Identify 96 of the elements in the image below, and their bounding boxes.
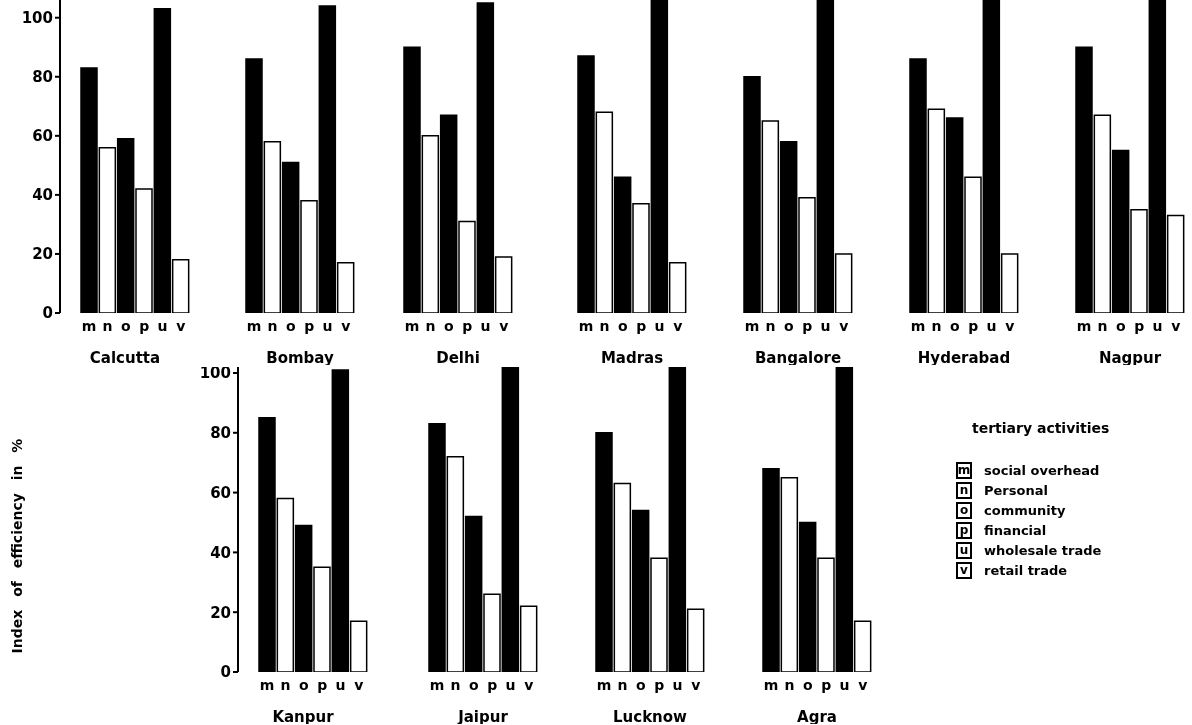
x-tick-label: p: [304, 317, 315, 334]
x-tick-label: o: [299, 676, 310, 693]
text: tertiary activities: [972, 420, 1111, 436]
x-tick-label: p: [317, 676, 328, 693]
x-tick-label: v: [691, 676, 701, 693]
x-tick-label: p: [968, 317, 979, 334]
category-label: u: [956, 541, 972, 559]
y-tick-label: 100: [199, 364, 231, 383]
x-tick-label: u: [672, 676, 683, 693]
x-tick-label: m: [763, 676, 779, 693]
x-tick-label: o: [469, 676, 480, 693]
x-tick-label: p: [462, 317, 473, 334]
x-tick-label: u: [505, 676, 516, 693]
text: retail trade: [984, 562, 1068, 578]
y-tick-label: 100: [21, 9, 53, 28]
x-tick-label: m: [246, 317, 262, 334]
x-tick-label: n: [450, 676, 461, 693]
category-label: m: [956, 461, 972, 479]
x-tick-label: p: [802, 317, 813, 334]
x-tick-label: o: [618, 317, 629, 334]
x-tick-label: p: [654, 676, 665, 693]
x-tick-label: n: [931, 317, 942, 334]
x-tick-label: v: [341, 317, 351, 334]
x-tick-label: n: [267, 317, 278, 334]
x-tick-label: p: [139, 317, 150, 334]
x-tick-label: n: [617, 676, 628, 693]
y-tick-label: 0: [220, 663, 231, 682]
x-tick-label: o: [121, 317, 132, 334]
x-tick-label: v: [1171, 317, 1181, 334]
x-tick-label: u: [1152, 317, 1163, 334]
x-tick-label: o: [444, 317, 455, 334]
x-tick-label: u: [820, 317, 831, 334]
x-tick-label: v: [1005, 317, 1015, 334]
x-tick-label: m: [578, 317, 594, 334]
x-tick-label: u: [322, 317, 333, 334]
y-tick-label: 40: [32, 186, 53, 205]
x-tick-label: p: [636, 317, 647, 334]
x-axis-title: Calcutta: [89, 349, 161, 367]
text: community: [984, 502, 1066, 518]
x-tick-label: m: [910, 317, 926, 334]
category-label: v: [956, 561, 972, 579]
x-tick-label: u: [654, 317, 665, 334]
x-tick-label: u: [157, 317, 168, 334]
y-tick-label: 80: [210, 424, 231, 443]
x-tick-label: n: [784, 676, 795, 693]
x-tick-label: o: [950, 317, 961, 334]
x-axis-title: Delhi: [436, 349, 480, 367]
category-label: p: [956, 521, 972, 539]
category-label: o: [956, 501, 972, 519]
x-axis-title: Madras: [600, 349, 664, 367]
x-tick-label: u: [839, 676, 850, 693]
text: financial: [984, 522, 1047, 538]
x-tick-label: v: [673, 317, 683, 334]
x-tick-label: o: [1116, 317, 1127, 334]
y-tick-label: 20: [32, 245, 53, 264]
x-tick-label: u: [335, 676, 346, 693]
x-axis-title: Lucknow: [613, 708, 688, 725]
text: social overhead: [984, 462, 1100, 478]
x-tick-label: m: [596, 676, 612, 693]
x-tick-label: n: [280, 676, 291, 693]
x-tick-label: m: [404, 317, 420, 334]
x-tick-label: v: [858, 676, 868, 693]
y-tick-label: 0: [42, 304, 53, 323]
x-tick-label: p: [487, 676, 498, 693]
text: Personal: [984, 482, 1048, 498]
y-tick-label: 60: [210, 483, 231, 502]
x-tick-label: v: [354, 676, 364, 693]
x-tick-label: m: [259, 676, 275, 693]
x-tick-label: n: [599, 317, 610, 334]
x-tick-label: n: [1097, 317, 1108, 334]
x-tick-label: v: [524, 676, 534, 693]
y-tick-label: 20: [210, 603, 231, 622]
x-tick-label: u: [986, 317, 997, 334]
category-label: n: [956, 481, 972, 499]
x-tick-label: m: [1076, 317, 1092, 334]
x-tick-label: o: [784, 317, 795, 334]
x-tick-label: m: [744, 317, 760, 334]
x-tick-label: o: [286, 317, 297, 334]
x-tick-label: v: [176, 317, 186, 334]
x-tick-label: v: [499, 317, 509, 334]
x-tick-label: n: [765, 317, 776, 334]
y-tick-label: 40: [210, 543, 231, 562]
x-tick-label: p: [821, 676, 832, 693]
x-tick-label: m: [81, 317, 97, 334]
y-tick-label: 80: [32, 68, 53, 87]
text: wholesale trade: [984, 542, 1102, 558]
x-tick-label: p: [1134, 317, 1145, 334]
x-tick-label: n: [425, 317, 436, 334]
x-tick-label: o: [636, 676, 647, 693]
x-tick-label: n: [102, 317, 113, 334]
x-tick-label: m: [429, 676, 445, 693]
y-tick-label: 60: [32, 127, 53, 146]
y-axis-title: Index of efficiency in %: [9, 438, 26, 653]
x-tick-label: o: [803, 676, 814, 693]
x-tick-label: v: [839, 317, 849, 334]
x-tick-label: u: [480, 317, 491, 334]
